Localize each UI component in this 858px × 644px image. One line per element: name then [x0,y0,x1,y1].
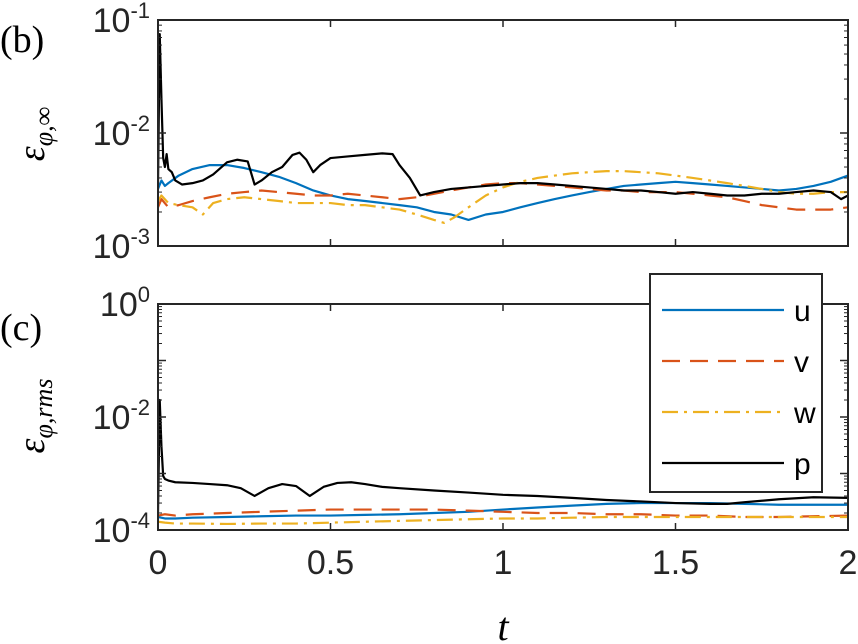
panel-c-axes-box [157,303,849,531]
panel-b-series-v-line [158,182,848,211]
x-tick-label: 1.5 [652,544,699,582]
panel-b-series-p-line [158,33,848,201]
panel-b-y-tick-label: 10-3 [93,224,150,266]
panel-b-ylabel-subscript: φ,∞ [29,107,58,146]
x-axis-label: t [497,604,509,644]
panel-b-ylabel: εφ,∞ [11,107,58,161]
panel-b-series-w-line [158,170,848,225]
panel-c-series-w-line [158,515,848,526]
panel-b-axes-box [157,19,849,247]
panel-b-series-u-line [158,163,848,222]
panel-b: (b) εφ,∞ 10-110-210-3 [0,0,849,266]
y-tick-label-exponent: -3 [130,224,150,249]
panel-c-y-tick-label: 10-4 [93,508,150,550]
legend-label-w: w [793,397,816,430]
x-tick-label: 2 [839,544,858,582]
panel-b-y-tick-label: 10-2 [93,111,150,153]
y-tick-label-exponent: -2 [130,111,150,136]
panel-c-ylabel-subscript: φ,rms [29,379,58,439]
legend-label-p: p [794,448,811,481]
y-tick-label-exponent: -4 [130,508,150,533]
y-tick-label-base: 10 [93,115,131,153]
legend-label-u: u [794,295,811,328]
x-tick-label: 1 [494,544,513,582]
panel-c-series-group [158,398,848,526]
panel-c-ylabel-symbol: ε [11,438,53,453]
panel-c-y-tick-label: 10-2 [93,395,150,437]
y-tick-label-base: 10 [93,228,131,266]
panel-b-y-tick-label: 10-1 [93,0,150,40]
panel-c-series-p-line [158,398,848,514]
y-tick-label-base: 10 [93,2,131,40]
y-tick-label-exponent: -1 [130,0,150,23]
panel-b-series-group [158,33,848,225]
y-tick-label-base: 10 [100,286,138,324]
panel-c-y-tick-label: 100 [100,282,150,324]
y-tick-label-base: 10 [93,512,131,550]
x-tick-label: 0 [149,544,168,582]
panel-b-ylabel-symbol: ε [11,146,53,161]
y-tick-label-base: 10 [93,399,131,437]
panel-c-ylabel: εφ,rms [11,379,58,454]
panel-b-tag: (b) [0,19,44,61]
panel-c-tag: (c) [0,307,42,349]
x-tick-label: 0.5 [307,544,354,582]
y-tick-label-exponent: -2 [130,395,150,420]
y-tick-label-exponent: 0 [138,282,150,307]
legend-label-v: v [794,346,809,379]
